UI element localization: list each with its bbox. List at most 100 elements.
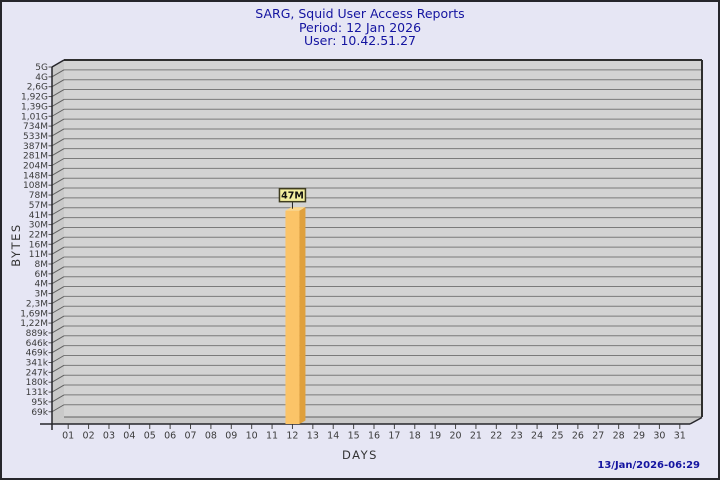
x-tick-label: 27 <box>592 431 604 442</box>
x-tick-label: 05 <box>144 431 156 442</box>
y-tick-label: 131k <box>26 388 49 398</box>
x-tick-label: 04 <box>123 431 135 442</box>
x-tick-label: 24 <box>531 431 543 442</box>
y-tick-label: 16M <box>29 240 48 250</box>
y-tick-label: 57M <box>29 201 48 211</box>
wall-gridline <box>51 207 65 216</box>
y-tick-label: 281M <box>23 152 48 162</box>
y-tick-label: 30M <box>29 221 48 231</box>
y-tick-label: 2,3M <box>26 299 48 309</box>
chart-period: Period: 12 Jan 2026 <box>298 19 422 35</box>
x-tick-label: 15 <box>348 431 360 442</box>
chart-user: User: 10.42.51.27 <box>304 33 416 48</box>
x-tick-label: 18 <box>409 431 421 442</box>
wall-gridline <box>51 177 65 186</box>
generated-timestamp: 13/Jan/2026-06:29 <box>597 460 700 471</box>
y-tick-label: 1,01G <box>21 112 48 122</box>
y-tick-label: 22M <box>29 230 48 240</box>
y-tick-label: 180k <box>26 378 49 388</box>
wall-gridline <box>51 227 65 235</box>
x-tick-label: 30 <box>653 431 665 442</box>
wall-gridline <box>51 187 65 196</box>
wall-gridline <box>51 79 65 88</box>
wall-gridline <box>51 158 65 166</box>
wall-gridline <box>51 325 65 334</box>
wall-gridline <box>51 286 65 294</box>
y-tick-label: 889k <box>26 329 49 339</box>
x-tick-label: 21 <box>470 431 482 442</box>
wall-gridline <box>51 384 65 393</box>
y-tick-label: 8M <box>35 260 49 270</box>
x-tick-label: 28 <box>613 431 625 442</box>
y-tick-label: 341k <box>26 359 49 369</box>
wall-top-edge <box>51 59 65 68</box>
x-tick-label: 10 <box>246 431 258 442</box>
wall-gridline <box>51 305 65 314</box>
y-tick-label: 69k <box>31 408 48 418</box>
y-tick-label: 4M <box>35 280 49 290</box>
wall-gridline <box>51 98 65 107</box>
x-tick-label: 17 <box>388 431 400 442</box>
x-tick-label: 19 <box>429 431 441 442</box>
wall-gridline <box>51 276 65 285</box>
x-tick-label: 20 <box>450 431 462 442</box>
x-tick-label: 11 <box>266 431 278 442</box>
wall-gridline <box>51 118 65 127</box>
y-tick-label: 1,92G <box>21 93 48 103</box>
x-tick-label: 06 <box>164 431 176 442</box>
data-bar-side <box>299 207 306 424</box>
x-tick-label: 01 <box>62 431 74 442</box>
wall-gridline <box>51 335 65 344</box>
x-tick-label: 13 <box>307 431 319 442</box>
wall-gridline <box>51 266 65 275</box>
wall-gridline <box>51 108 65 117</box>
x-axis-title: DAYS <box>342 448 378 462</box>
y-tick-label: 1,69M <box>20 309 48 319</box>
y-tick-label: 204M <box>23 162 48 172</box>
y-tick-label: 5G <box>35 63 48 73</box>
wall-gridline <box>51 167 65 176</box>
wall-gridline <box>51 394 65 403</box>
y-tick-label: 646k <box>26 339 49 349</box>
chart-header: SARG, Squid User Access Reports Period: … <box>4 7 716 48</box>
y-tick-label: 4G <box>35 73 48 83</box>
x-tick-label: 14 <box>327 431 339 442</box>
y-tick-label: 469k <box>26 349 49 359</box>
x-tick-label: 03 <box>103 431 115 442</box>
y-tick-label: 108M <box>23 181 48 191</box>
data-bar-top <box>285 207 306 211</box>
y-tick-label: 3M <box>35 290 49 300</box>
x-tick-label: 08 <box>205 431 217 442</box>
wall-gridline <box>51 345 65 354</box>
y-tick-label: 1,22M <box>20 319 48 329</box>
wall-gridline <box>51 256 65 265</box>
wall-gridline <box>51 374 65 383</box>
wall-gridline <box>51 315 65 324</box>
value-annotation-box <box>278 187 307 203</box>
y-tick-label: 41M <box>29 211 48 221</box>
x-tick-label: 22 <box>490 431 502 442</box>
x-tick-label: 02 <box>83 431 95 442</box>
y-tick-label: 6M <box>35 270 49 280</box>
x-tick-label: 31 <box>674 431 686 442</box>
y-tick-label: 95k <box>31 398 48 408</box>
x-tick-label: 09 <box>225 431 237 442</box>
wall-gridline <box>51 89 65 97</box>
wall-gridline <box>51 128 65 137</box>
left-wall-3d <box>52 60 64 424</box>
x-tick-label: 26 <box>572 431 584 442</box>
y-tick-label: 1,39G <box>21 102 48 112</box>
y-tick-label: 387M <box>23 142 48 152</box>
chart-floor-3d <box>52 417 702 424</box>
x-tick-label: 16 <box>368 431 380 442</box>
y-tick-label: 247k <box>26 368 49 378</box>
wall-gridline <box>51 246 65 255</box>
x-tick-label: 29 <box>633 431 645 442</box>
value-annotation-text: 47M <box>281 190 304 201</box>
wall-gridline <box>51 148 65 157</box>
floor-corner-edge <box>689 416 703 425</box>
wall-gridline <box>51 138 65 147</box>
x-tick-label: 25 <box>551 431 563 442</box>
